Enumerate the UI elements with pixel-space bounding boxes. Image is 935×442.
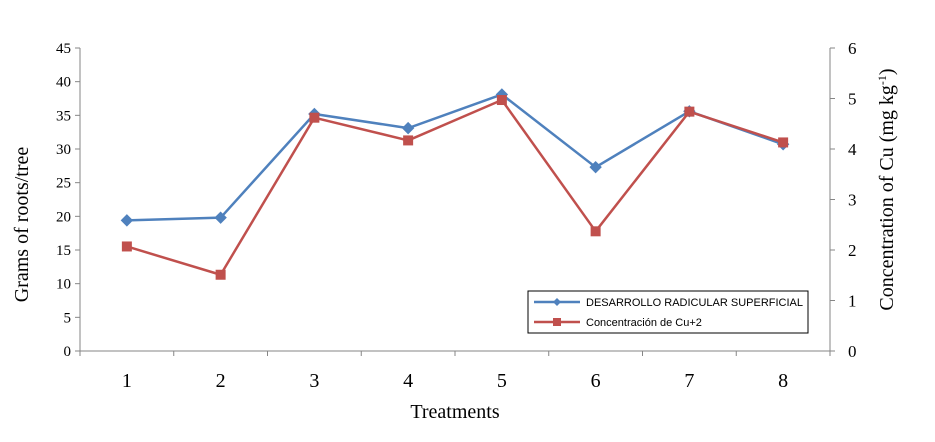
legend-swatch-marker-1 [553,298,561,306]
left-y-tick-label: 20 [56,209,71,225]
series-2-point [590,226,601,237]
left-y-tick-label: 5 [64,310,72,326]
left-y-tick-label: 45 [56,41,71,57]
series-2-point [403,135,414,146]
legend-label-2: Concentración de Cu+2 [586,317,702,329]
series-1-point [214,211,227,224]
left-y-tick-label: 0 [64,344,72,360]
series-2-point [684,106,695,117]
x-tick-label: 4 [403,370,413,392]
right-y-tick-label: 6 [848,39,857,58]
right-y-tick-label: 2 [848,241,857,260]
series-1-point [589,160,602,174]
legend-box [527,290,809,334]
left-y-tick-label: 25 [56,176,71,192]
series-2-point [778,137,789,148]
right-y-tick-label: 3 [848,191,857,210]
x-tick-label: 5 [497,370,507,392]
left-y-tick-label: 15 [56,243,71,259]
x-tick-label: 6 [591,370,601,392]
right-y-axis-title-main: Concentration of Cu (mg kg [876,85,898,311]
left-y-tick-label: 10 [56,277,71,293]
series-line-2 [126,98,784,276]
right-y-axis-title-superscript: -1 [875,75,889,85]
legend-label-1: DESARROLLO RADICULAR SUPERFICIAL [586,297,803,309]
x-tick-label: 7 [684,370,694,392]
x-tick-label: 1 [122,370,132,392]
series-layer [120,88,790,280]
right-y-axis-title: Concentration of Cu (mg kg-1) [875,68,898,310]
left-y-tick-label: 30 [56,142,71,158]
left-y-tick-label: 35 [56,108,71,124]
right-y-tick-label: 5 [848,90,857,109]
series-2-point [121,241,132,252]
right-y-axis-title-close: ) [876,68,898,75]
series-2-point [309,112,320,123]
legend: DESARROLLO RADICULAR SUPERFICIAL Concentr… [527,290,809,334]
left-y-axis-title: Grams of roots/tree [11,147,33,303]
left-y-tick-label: 40 [56,75,71,91]
right-y-tick-label: 4 [848,140,857,159]
series-1-point [401,121,415,135]
right-y-tick-label: 0 [848,342,857,361]
x-tick-label: 8 [778,370,788,392]
right-y-tick-label: 1 [848,292,857,311]
series-1-point [120,214,134,227]
x-tick-label: 2 [216,370,226,392]
legend-swatch-marker-2 [553,318,561,326]
series-line-1 [126,93,784,222]
series-2-point [496,95,507,106]
series-2-point [215,269,226,280]
x-axis-title: Treatments [410,401,499,423]
x-tick-label: 3 [309,370,319,392]
